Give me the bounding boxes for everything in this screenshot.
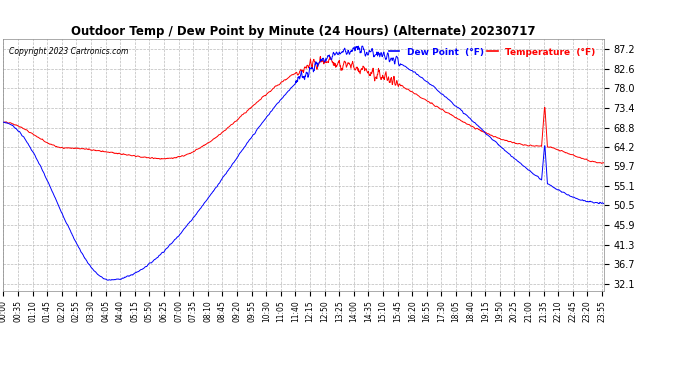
Text: Copyright 2023 Cartronics.com: Copyright 2023 Cartronics.com [10,47,129,56]
Title: Outdoor Temp / Dew Point by Minute (24 Hours) (Alternate) 20230717: Outdoor Temp / Dew Point by Minute (24 H… [71,25,536,38]
Legend: Dew Point  (°F), Temperature  (°F): Dew Point (°F), Temperature (°F) [385,44,599,60]
